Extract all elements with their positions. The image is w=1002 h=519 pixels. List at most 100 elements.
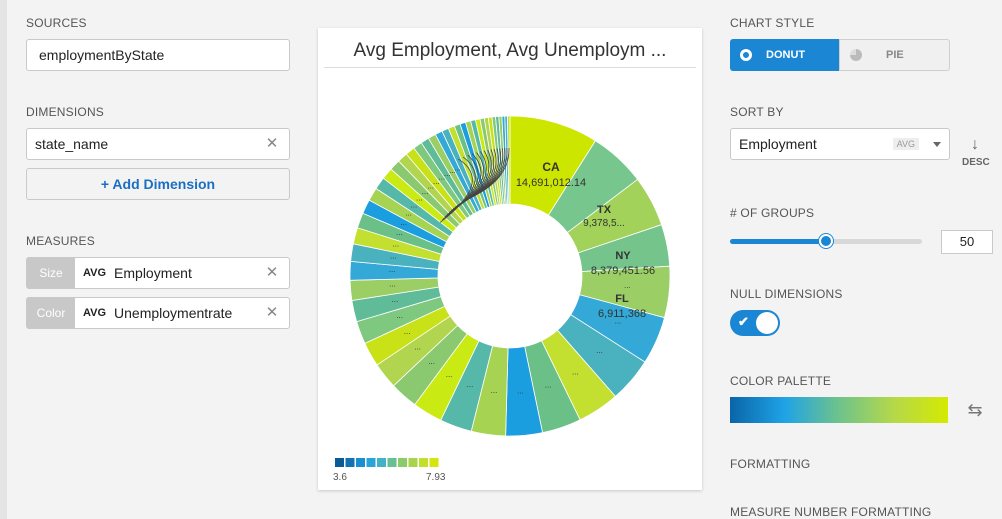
label-ca: CA — [542, 160, 560, 174]
groups-label: # OF GROUPS — [730, 206, 815, 220]
value-ny: 8,379,451.56 — [591, 265, 655, 277]
slice-label-truncated: ... — [405, 209, 412, 218]
slice-label-truncated: ... — [467, 380, 474, 389]
donut-chart[interactable]: ........................................… — [318, 28, 702, 490]
label-ny: NY — [615, 250, 631, 262]
null-dimensions-label: NULL DIMENSIONS — [730, 287, 843, 301]
check-icon: ✔ — [738, 314, 749, 329]
slice-label-truncated: ... — [449, 166, 456, 175]
sort-direction-label: DESC — [962, 157, 990, 168]
legend-swatch — [335, 458, 344, 467]
groups-input[interactable]: 50 — [941, 230, 993, 254]
slice-label-truncated: ... — [433, 177, 440, 186]
dimensions-label: DIMENSIONS — [26, 105, 105, 119]
measure-pill-color[interactable]: Color AVG Unemploymentrate ✕ — [26, 297, 290, 329]
pie-label: PIE — [886, 49, 904, 61]
groups-slider-fill — [730, 239, 826, 244]
slice-label-truncated: ... — [396, 228, 403, 237]
slice-label-truncated: ... — [404, 327, 411, 336]
remove-measure-icon[interactable]: ✕ — [265, 304, 279, 321]
dimension-value: state_name — [35, 136, 109, 152]
slice-label-truncated: ... — [392, 295, 399, 304]
slice-label-truncated: ... — [400, 218, 407, 227]
slice-label-truncated: ... — [422, 187, 429, 196]
slice-label-truncated: ... — [392, 239, 399, 248]
groups-slider[interactable] — [730, 234, 922, 248]
sort-by-label: SORT BY — [730, 105, 784, 119]
groups-slider-handle[interactable] — [819, 234, 833, 248]
source-value: employmentByState — [39, 47, 165, 63]
donut-slice[interactable] — [507, 115, 511, 205]
source-input[interactable]: employmentByState — [26, 39, 290, 71]
measure-number-formatting-label: MEASURE NUMBER FORMATTING — [730, 505, 932, 519]
slice-label-truncated: ... — [439, 173, 446, 182]
color-palette-swatch[interactable] — [730, 397, 948, 423]
slice-label-truncated: ... — [596, 346, 603, 355]
legend-swatch — [408, 458, 418, 467]
donut-icon — [740, 49, 752, 61]
measure-role-color: Color — [27, 298, 75, 328]
slice-label-truncated: ... — [428, 357, 435, 366]
slice-label-truncated: ... — [572, 367, 579, 376]
slice-label-truncated: ... — [491, 386, 498, 395]
chart-style-label: CHART STYLE — [730, 16, 815, 30]
legend-swatch — [356, 458, 365, 467]
leader-line — [467, 147, 510, 200]
slice-label-truncated: ... — [545, 381, 552, 390]
remove-measure-icon[interactable]: ✕ — [265, 264, 279, 281]
measure-role-size: Size — [27, 258, 75, 288]
legend-swatch — [345, 458, 355, 467]
chart-card: Avg Employment, Avg Unemploym ... ......… — [318, 28, 702, 490]
slice-label-truncated: ... — [446, 370, 453, 379]
donut-label: DONUT — [766, 49, 806, 61]
value-fl: 6,911,368 — [598, 308, 646, 320]
slice-label-truncated: ... — [396, 311, 403, 320]
left-edge — [0, 0, 7, 519]
formatting-label: FORMATTING — [730, 457, 811, 471]
value-ca: 14,691,012.14 — [516, 177, 586, 189]
legend-swatch — [419, 458, 428, 467]
legend-swatch — [366, 458, 376, 467]
measure-name: Unemploymentrate — [114, 305, 233, 321]
legend-min: 3.6 — [333, 472, 347, 483]
leader-line — [439, 158, 473, 223]
legend-swatch — [377, 458, 386, 467]
slice-label-truncated: ... — [427, 182, 434, 191]
slice-label-truncated: ... — [615, 317, 622, 326]
toggle-knob — [756, 312, 778, 334]
label-tx: TX — [597, 204, 612, 216]
add-dimension-button[interactable]: + Add Dimension — [26, 168, 290, 200]
legend-swatch — [429, 458, 439, 467]
legend-swatch — [387, 458, 397, 467]
chevron-down-icon — [933, 142, 941, 147]
sources-label: SOURCES — [26, 16, 87, 30]
slice-label-truncated: ... — [444, 169, 451, 178]
measure-agg: AVG — [83, 307, 107, 319]
pie-icon — [850, 49, 862, 61]
swap-icon[interactable]: ⇆ — [967, 400, 983, 420]
dimension-pill[interactable]: state_name ✕ — [26, 128, 290, 160]
label-fl: FL — [615, 293, 629, 305]
measure-pill-size[interactable]: Size AVG Employment ✕ — [26, 257, 290, 289]
sort-direction-toggle[interactable]: ↓ DESC — [962, 136, 990, 169]
null-dimensions-toggle[interactable]: ✔ — [730, 310, 780, 336]
remove-dimension-icon[interactable]: ✕ — [265, 135, 279, 152]
chart-title: Avg Employment, Avg Unemploym ... — [324, 40, 696, 68]
slice-label-truncated: ... — [389, 265, 396, 274]
sort-agg-badge: AVG — [892, 138, 919, 150]
sort-by-value: Employment — [739, 136, 817, 152]
slice-label-truncated: ... — [517, 387, 524, 396]
measure-agg: AVG — [83, 267, 107, 279]
donut-style-button[interactable]: DONUT — [730, 39, 840, 71]
value-tx: 9,378,5... — [583, 218, 625, 229]
color-palette-label: COLOR PALETTE — [730, 374, 832, 388]
legend-swatch — [398, 458, 407, 467]
sort-by-select[interactable]: Employment AVG — [730, 128, 950, 160]
slice-label-truncated: ... — [416, 193, 423, 202]
slice-label-truncated: ... — [414, 343, 421, 352]
measures-label: MEASURES — [26, 234, 95, 248]
pie-style-button[interactable]: PIE — [839, 39, 950, 71]
slice-label-truncated: ... — [389, 280, 396, 289]
measure-name: Employment — [114, 265, 192, 281]
arrow-down-icon: ↓ — [971, 136, 979, 153]
